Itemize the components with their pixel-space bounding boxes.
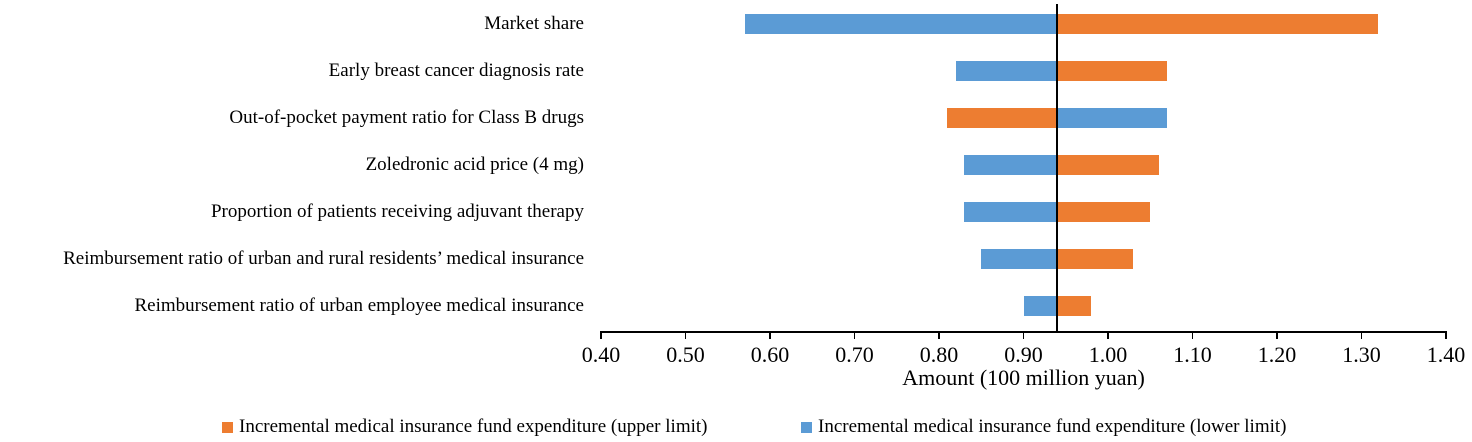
bar-lower-limit — [981, 249, 1058, 269]
bar-upper-limit — [1057, 61, 1168, 81]
bar-upper-limit — [1057, 249, 1134, 269]
bar-upper-limit — [947, 108, 1058, 128]
legend-item-upper-limit: Incremental medical insurance fund expen… — [222, 416, 707, 438]
x-axis-tick-label: 0.60 — [750, 342, 790, 367]
x-axis-tick-label: 0.50 — [666, 342, 705, 367]
x-axis-tick-label: 0.80 — [919, 342, 959, 367]
x-axis-tick-label: 1.00 — [1088, 342, 1128, 367]
category-label: Proportion of patients receiving adjuvan… — [210, 201, 584, 222]
bar-lower-limit — [1023, 296, 1058, 316]
bar-upper-limit — [1057, 14, 1379, 34]
x-axis-tick — [1276, 331, 1278, 339]
x-axis-tick-label: 0.70 — [835, 342, 874, 367]
x-axis-title: Amount (100 million yuan) — [902, 365, 1145, 390]
legend-swatch-upper-limit — [222, 421, 233, 433]
x-axis-tick — [853, 331, 856, 339]
x-axis-tick-label: 0.40 — [581, 342, 621, 367]
baseline-line — [1056, 4, 1059, 331]
bar-upper-limit — [1057, 296, 1092, 316]
bar-lower-limit — [744, 14, 1058, 34]
bar-lower-limit — [1057, 108, 1168, 128]
x-axis-tick-label: 1.30 — [1342, 342, 1381, 367]
x-axis-tick-label: 1.20 — [1257, 342, 1297, 367]
x-axis-tick — [938, 331, 940, 339]
x-axis-tick — [1191, 331, 1194, 339]
bar-lower-limit — [964, 155, 1058, 175]
bar-upper-limit — [1057, 202, 1151, 222]
legend-label-lower-limit: Incremental medical insurance fund expen… — [818, 416, 1287, 437]
x-axis-tick-label: 0.90 — [1004, 342, 1043, 367]
x-axis-tick — [1022, 331, 1025, 339]
x-axis-tick — [684, 331, 687, 339]
x-axis-tick — [769, 331, 771, 339]
x-axis-tick-label: 1.40 — [1426, 342, 1466, 367]
category-label: Early breast cancer diagnosis rate — [328, 60, 584, 81]
x-axis-tick — [1360, 331, 1363, 339]
x-axis-tick-label: 1.10 — [1173, 342, 1212, 367]
bar-lower-limit — [964, 202, 1058, 222]
legend-item-lower-limit: Incremental medical insurance fund expen… — [801, 416, 1286, 438]
x-axis-tick — [600, 331, 602, 339]
category-label: Out-of-pocket payment ratio for Class B … — [229, 107, 584, 128]
legend-swatch-lower-limit — [801, 421, 812, 433]
category-label: Market share — [484, 13, 584, 34]
x-axis-tick — [1445, 331, 1447, 339]
bar-upper-limit — [1057, 155, 1159, 175]
category-label: Reimbursement ratio of urban and rural r… — [63, 248, 584, 269]
category-label: Reimbursement ratio of urban employee me… — [134, 295, 584, 316]
category-label: Zoledronic acid price (4 mg) — [365, 154, 584, 175]
bar-lower-limit — [955, 61, 1058, 81]
legend-label-upper-limit: Incremental medical insurance fund expen… — [239, 416, 708, 437]
x-axis-tick — [1107, 331, 1109, 339]
